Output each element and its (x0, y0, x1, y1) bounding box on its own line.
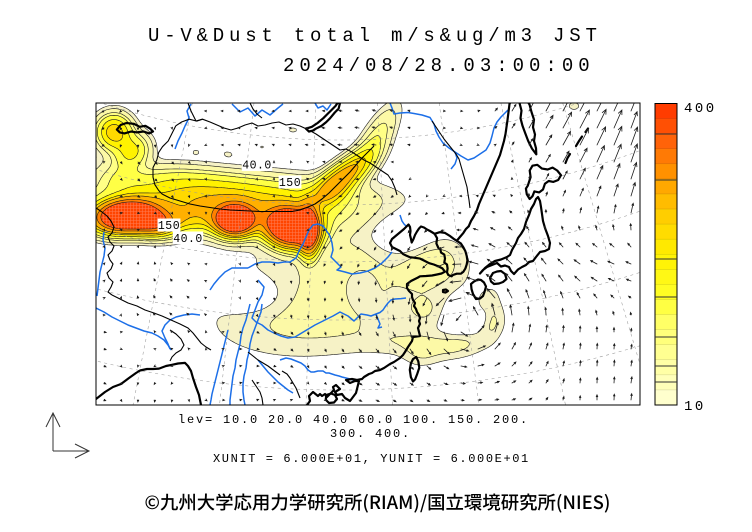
svg-text:U-V&Dust total m/s&ug/m3 JST: U-V&Dust total m/s&ug/m3 JST (148, 25, 602, 47)
svg-text:400: 400 (684, 101, 717, 117)
svg-text:40.0: 40.0 (173, 233, 203, 246)
svg-text:150: 150 (279, 177, 301, 190)
svg-text:XUNIT = 6.000E+01, YUNIT = 6.0: XUNIT = 6.000E+01, YUNIT = 6.000E+01 (213, 452, 530, 466)
svg-text:2024/08/28.03:00:00: 2024/08/28.03:00:00 (283, 55, 595, 77)
svg-text:40.0: 40.0 (242, 160, 272, 173)
svg-text:10: 10 (684, 399, 706, 415)
svg-text:300. 400.: 300. 400. (330, 427, 411, 441)
svg-text:150: 150 (158, 220, 180, 233)
svg-text:lev= 10.0 20.0 40.0 60.0 100.: lev= 10.0 20.0 40.0 60.0 100. 150. 200. (178, 413, 529, 427)
